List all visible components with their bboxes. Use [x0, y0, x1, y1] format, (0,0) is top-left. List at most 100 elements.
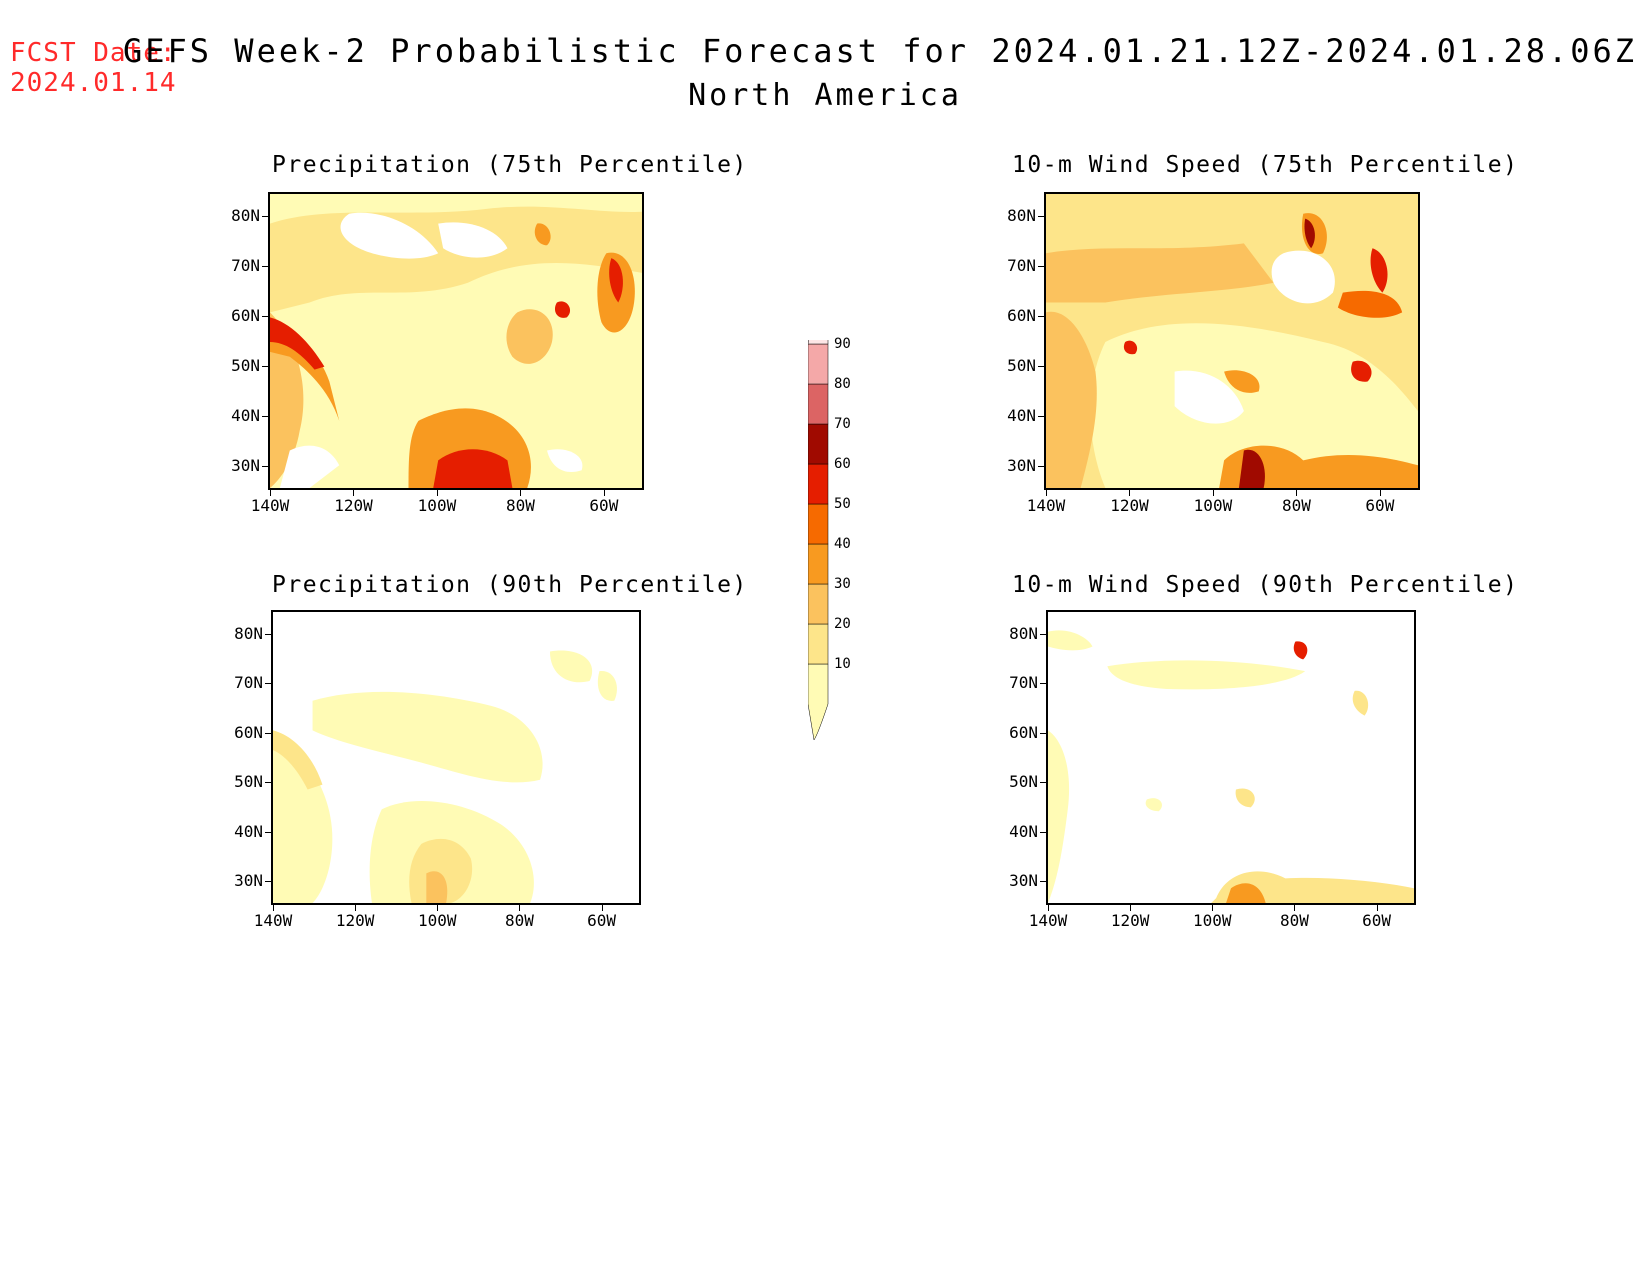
lat-tick-mark — [1038, 216, 1044, 217]
lat-tick-label: 60N — [234, 722, 263, 742]
lat-tick-label: 80N — [234, 624, 263, 643]
lat-tick-mark — [265, 683, 271, 685]
colorbar-level-label: 90 — [834, 336, 851, 352]
lat-tick-label: 50N — [1007, 356, 1036, 375]
lat-tick-mark — [1038, 466, 1044, 467]
lon-tick-label: 120W — [334, 496, 373, 515]
lon-tick-mark — [1129, 490, 1131, 496]
lon-tick-mark — [519, 905, 521, 911]
lon-tick-label: 140W — [250, 496, 290, 515]
colorbar-swatch — [808, 463, 829, 505]
lat-tick-mark — [265, 782, 271, 784]
map-wind-90 — [1046, 610, 1416, 905]
lon-tick-mark — [520, 490, 522, 496]
panel-title-precip-90: Precipitation (90th Percentile) — [272, 572, 748, 598]
lat-tick-mark — [262, 316, 268, 317]
lon-tick-mark — [1296, 490, 1298, 496]
lat-tick-label: 80N — [1009, 624, 1038, 643]
lat-tick-label: 50N — [234, 772, 263, 792]
lon-tick-label: 80W — [504, 911, 534, 930]
colorbar-swatch — [808, 663, 829, 740]
lat-tick-mark — [1040, 831, 1046, 833]
colorbar-level-label: 10 — [834, 656, 851, 672]
colorbar-level-label: 30 — [834, 576, 851, 592]
lon-tick-mark — [1212, 905, 1214, 911]
precip-75-field — [270, 194, 642, 488]
lat-tick-label: 70N — [231, 256, 260, 275]
lat-tick-mark — [1040, 683, 1046, 685]
lon-tick-mark — [436, 490, 438, 496]
lat-tick-label: 60N — [1009, 722, 1038, 742]
lat-tick-label: 60N — [231, 306, 260, 325]
map-wind-75 — [1044, 192, 1420, 490]
lat-tick-mark — [262, 416, 268, 417]
lon-tick-label: 120W — [1110, 496, 1149, 515]
colorbar-swatch — [808, 623, 829, 665]
colorbar-level-label: 70 — [834, 416, 851, 432]
lat-tick-mark — [265, 831, 271, 833]
colorbar-level-label: 60 — [834, 456, 851, 472]
lat-tick-label: 80N — [231, 206, 260, 225]
lat-tick-label: 40N — [231, 406, 260, 425]
colorbar-swatch — [808, 423, 829, 465]
map-precip-90 — [271, 610, 641, 905]
lat-tick-mark — [265, 732, 271, 734]
colorbar-swatch — [808, 343, 829, 385]
lon-tick-label: 120W — [1110, 911, 1150, 930]
lat-tick-label: 50N — [231, 356, 260, 375]
colorbar-level-label: 20 — [834, 616, 851, 632]
panel-title-precip-75: Precipitation (75th Percentile) — [272, 152, 748, 178]
wind-75-field — [1046, 194, 1418, 488]
lat-tick-label: 30N — [234, 871, 263, 890]
lat-tick-label: 70N — [234, 673, 263, 693]
lon-tick-mark — [1212, 490, 1214, 496]
colorbar-swatch — [808, 340, 829, 345]
lon-tick-mark — [1376, 905, 1378, 911]
lon-tick-mark — [601, 905, 603, 911]
lon-tick-mark — [1130, 905, 1132, 911]
colorbar-level-label: 50 — [834, 496, 851, 512]
forecast-date-value: 2024.01.14 — [10, 68, 177, 98]
colorbar-swatch — [808, 383, 829, 425]
lon-tick-mark — [437, 905, 439, 911]
lat-tick-mark — [1040, 634, 1046, 635]
lon-tick-label: 140W — [1028, 911, 1068, 930]
lat-tick-label: 30N — [231, 456, 260, 475]
lon-tick-mark — [603, 490, 605, 496]
lon-tick-label: 80W — [505, 496, 535, 515]
colorbar-swatch — [808, 583, 829, 625]
panel-title-wind-90: 10-m Wind Speed (90th Percentile) — [1012, 572, 1519, 598]
lon-tick-mark — [1379, 490, 1381, 496]
lon-tick-mark — [273, 905, 274, 911]
colorbar-level-label: 40 — [834, 536, 851, 552]
lat-tick-label: 30N — [1007, 456, 1036, 475]
lon-tick-label: 100W — [1193, 496, 1233, 515]
lon-tick-label: 100W — [417, 496, 457, 515]
colorbar-swatches — [808, 340, 829, 740]
lon-tick-mark — [1294, 905, 1296, 911]
lon-tick-label: 80W — [1281, 496, 1311, 515]
lat-tick-mark — [262, 266, 268, 267]
lat-tick-mark — [262, 366, 268, 367]
lon-tick-label: 100W — [1193, 911, 1232, 930]
lat-tick-mark — [1038, 316, 1044, 317]
lon-tick-label: 60W — [587, 911, 616, 930]
lon-tick-label: 60W — [1365, 496, 1395, 515]
lat-tick-label: 50N — [1009, 772, 1038, 792]
lat-tick-mark — [1040, 881, 1046, 882]
lat-tick-mark — [1038, 416, 1044, 417]
lon-tick-label: 60W — [589, 496, 619, 515]
lon-tick-mark — [270, 490, 271, 496]
lon-tick-label: 140W — [253, 911, 293, 930]
lat-tick-label: 70N — [1009, 673, 1038, 693]
lon-tick-label: 120W — [335, 911, 375, 930]
page-title: GEFS Week-2 Probabilistic Forecast for 2… — [122, 32, 1638, 70]
colorbar-swatch — [808, 543, 829, 585]
lat-tick-mark — [1040, 782, 1046, 784]
precip-90-field — [273, 612, 639, 903]
page-subtitle: North America — [688, 78, 962, 113]
lat-tick-mark — [265, 881, 271, 882]
forecast-date-caption: FCST Date: — [10, 38, 177, 68]
lat-tick-label: 60N — [1007, 306, 1036, 325]
lat-tick-label: 30N — [1009, 871, 1038, 890]
